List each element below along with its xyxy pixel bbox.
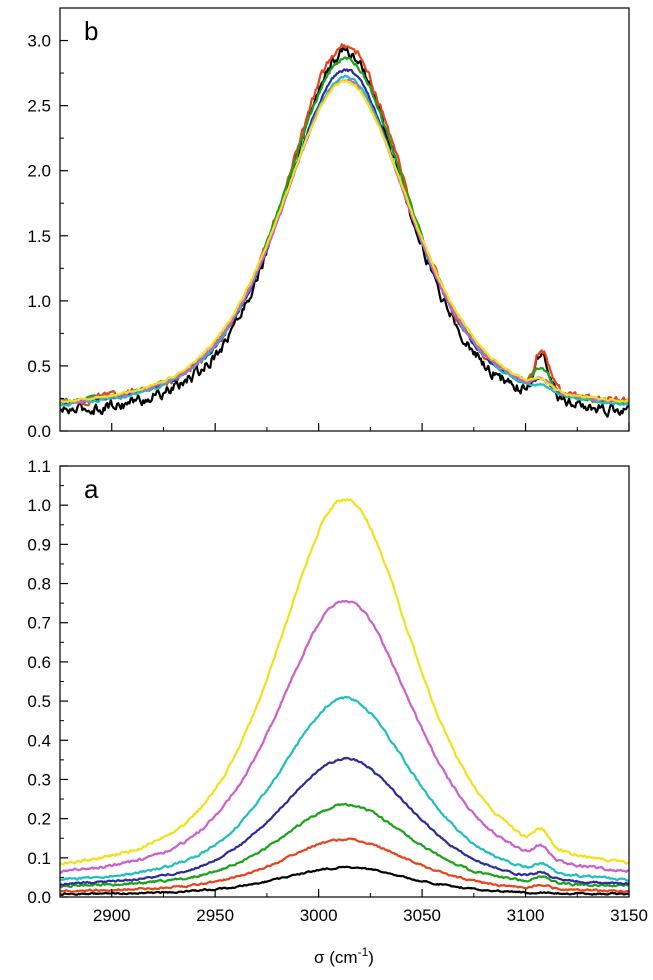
y-tick-label: 0.5 (27, 357, 51, 376)
x-tick-label: 2900 (93, 906, 131, 925)
x-tick-label: 2950 (196, 906, 234, 925)
y-tick-label: 0.1 (27, 849, 51, 868)
plot-area (60, 498, 629, 896)
y-tick-label: 0.0 (27, 888, 51, 907)
series-line-3 (60, 802, 629, 889)
y-tick-label: 0.8 (27, 575, 51, 594)
panel-label: a (84, 474, 99, 504)
series-line-7 (60, 498, 629, 866)
x-tick-label: 3100 (507, 906, 545, 925)
series-line-1 (60, 46, 629, 418)
x-tick-label: 3050 (403, 906, 441, 925)
x-tick-label: 3000 (300, 906, 338, 925)
series-line-7 (60, 79, 629, 404)
y-tick-label: 3.0 (27, 32, 51, 51)
series-line-5 (60, 74, 629, 407)
y-tick-label: 1.0 (27, 496, 51, 515)
x-axis-title: σ (cm-1) (314, 945, 374, 967)
y-tick-label: 0.7 (27, 614, 51, 633)
series-line-6 (60, 599, 629, 874)
x-tick-label: 3150 (610, 906, 648, 925)
y-tick-label: 0.3 (27, 770, 51, 789)
series-line-5 (60, 695, 629, 882)
series-line-4 (60, 756, 629, 887)
plot-frame (59, 465, 630, 898)
series-line-2 (60, 43, 629, 407)
panel-a: 0.0 0.1 0.2 0.3 0.4 0.5 0.6 0.7 0.8 0.9 1.0 1.1 2900… (27, 457, 648, 925)
y-tick-label: 0.5 (27, 692, 51, 711)
y-tick-label: 0.6 (27, 653, 51, 672)
y-tick-label: 2.0 (27, 162, 51, 181)
y-tick-label: 0.0 (27, 422, 51, 441)
y-tick-label: 1.1 (27, 457, 51, 476)
y-tick-label: 0.9 (27, 535, 51, 554)
panel-b: 0.0 0.5 1.0 1.5 2.0 2.5 3.0 b (27, 7, 630, 441)
y-tick-label: 1.0 (27, 292, 51, 311)
y-tick-label: 0.2 (27, 810, 51, 829)
y-tick-label: 0.4 (27, 731, 51, 750)
plot-frame (59, 7, 630, 432)
series-line-2 (60, 837, 629, 894)
series-line-1 (60, 865, 629, 896)
plot-area (60, 43, 629, 418)
panel-label: b (84, 16, 98, 46)
y-tick-label: 2.5 (27, 97, 51, 116)
y-tick-label: 1.5 (27, 227, 51, 246)
